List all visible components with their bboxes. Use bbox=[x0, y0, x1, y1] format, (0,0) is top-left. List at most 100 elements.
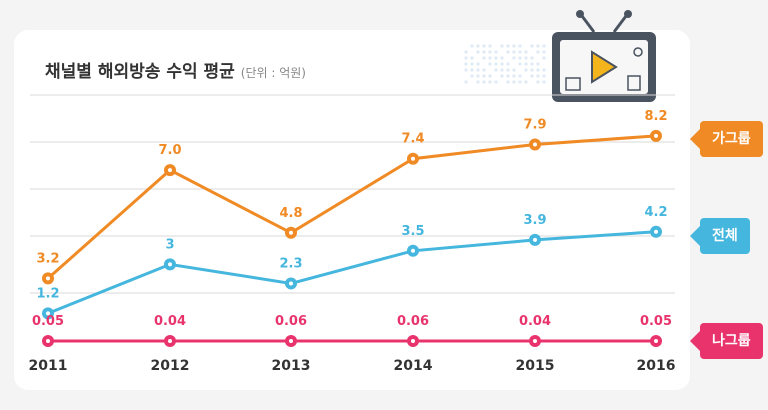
map-dot bbox=[530, 62, 534, 66]
map-dot bbox=[512, 50, 516, 54]
series-1: 1.2 3 2.3 3.5 3.9 4.2 bbox=[36, 205, 668, 320]
data-point-center bbox=[411, 339, 415, 343]
map-dot bbox=[470, 44, 474, 48]
map-dot bbox=[530, 44, 534, 48]
data-label: 0.04 bbox=[519, 314, 551, 329]
data-point-center bbox=[46, 311, 50, 316]
map-dot bbox=[500, 62, 504, 66]
legend-tag-total-label: 전체 bbox=[712, 228, 738, 244]
map-dot bbox=[476, 68, 480, 72]
map-dot bbox=[536, 62, 540, 66]
legend-tag-group-b-label: 나그룹 bbox=[712, 333, 751, 349]
data-point-center bbox=[654, 133, 658, 138]
data-label: 7.9 bbox=[523, 117, 546, 132]
map-dot bbox=[476, 62, 480, 66]
world-map-decoration bbox=[464, 44, 546, 84]
data-point-center bbox=[168, 168, 172, 173]
data-label: 0.06 bbox=[275, 314, 307, 329]
unit-label: (단위 : 억원) bbox=[240, 66, 306, 80]
map-dot bbox=[530, 74, 534, 78]
map-dot bbox=[464, 80, 468, 84]
map-dot bbox=[542, 44, 546, 48]
data-point-center bbox=[533, 237, 537, 242]
data-point-center bbox=[289, 339, 293, 343]
map-dot bbox=[488, 62, 492, 66]
map-dot bbox=[542, 80, 546, 84]
map-dot bbox=[482, 80, 486, 84]
chart-title: 채널별 해외방송 수익 평균 (단위 : 억원) bbox=[45, 57, 306, 82]
map-dot bbox=[482, 50, 486, 54]
map-dot bbox=[524, 50, 528, 54]
x-tick-label: 2015 bbox=[516, 358, 555, 374]
map-dot bbox=[482, 68, 486, 72]
data-label: 0.05 bbox=[32, 314, 64, 329]
map-dot bbox=[506, 44, 510, 48]
data-label: 4.8 bbox=[279, 206, 302, 221]
map-dot bbox=[506, 62, 510, 66]
map-dot bbox=[524, 62, 528, 66]
x-tick-label: 2011 bbox=[29, 358, 68, 374]
map-dot bbox=[494, 50, 498, 54]
data-label: 3.9 bbox=[523, 213, 546, 228]
map-dot bbox=[506, 68, 510, 72]
map-dot bbox=[524, 80, 528, 84]
map-dot bbox=[536, 50, 540, 54]
map-dot bbox=[536, 68, 540, 72]
series-2: 0.05 0.04 0.06 0.06 0.04 0.05 bbox=[32, 314, 672, 347]
map-dot bbox=[506, 50, 510, 54]
map-dot bbox=[488, 80, 492, 84]
series-layer: 3.27.04.87.47.98.21.232.33.53.94.20.05 0.… bbox=[32, 109, 672, 347]
map-dot bbox=[500, 74, 504, 78]
map-dot bbox=[536, 44, 540, 48]
chart-card bbox=[14, 30, 690, 390]
map-dot bbox=[470, 62, 474, 66]
map-dot bbox=[488, 50, 492, 54]
data-label: 2.3 bbox=[279, 256, 302, 271]
map-dot bbox=[518, 80, 522, 84]
map-dot bbox=[494, 68, 498, 72]
map-dot bbox=[482, 56, 486, 60]
map-dot bbox=[500, 68, 504, 72]
data-point-center bbox=[654, 229, 658, 234]
data-point-center bbox=[533, 339, 537, 343]
map-dot bbox=[464, 50, 468, 54]
map-dot bbox=[512, 44, 516, 48]
map-dot bbox=[464, 56, 468, 60]
map-dot bbox=[470, 68, 474, 72]
map-dot bbox=[476, 74, 480, 78]
map-dot bbox=[482, 44, 486, 48]
data-point-center bbox=[411, 248, 415, 253]
tv-icon bbox=[552, 10, 656, 102]
legend-tag-group-a: 가그룹 bbox=[690, 121, 763, 157]
data-point-center bbox=[289, 230, 293, 235]
map-dot bbox=[494, 62, 498, 66]
data-label: 4.2 bbox=[644, 205, 667, 220]
map-dot bbox=[470, 56, 474, 60]
map-dot bbox=[542, 50, 546, 54]
map-dot bbox=[476, 50, 480, 54]
map-dot bbox=[524, 56, 528, 60]
map-dot bbox=[464, 62, 468, 66]
map-dot bbox=[512, 68, 516, 72]
legend-tag-total: 전체 bbox=[690, 218, 750, 254]
data-point-center bbox=[654, 339, 658, 343]
map-dot bbox=[542, 68, 546, 72]
data-label: 0.06 bbox=[397, 314, 429, 329]
map-dot bbox=[530, 56, 534, 60]
map-dot bbox=[536, 74, 540, 78]
data-point-center bbox=[411, 156, 415, 161]
data-label: 3 bbox=[165, 237, 174, 252]
map-dot bbox=[494, 80, 498, 84]
map-dot bbox=[488, 56, 492, 60]
data-label: 3.5 bbox=[401, 224, 424, 239]
map-dot bbox=[482, 74, 486, 78]
data-point-center bbox=[168, 262, 172, 267]
map-dot bbox=[500, 56, 504, 60]
map-dot bbox=[518, 62, 522, 66]
data-label: 3.2 bbox=[36, 251, 59, 266]
x-axis: 2011 2012 2013 2014 2015 2016 bbox=[29, 358, 676, 374]
map-dot bbox=[518, 50, 522, 54]
data-point-center bbox=[46, 276, 50, 281]
